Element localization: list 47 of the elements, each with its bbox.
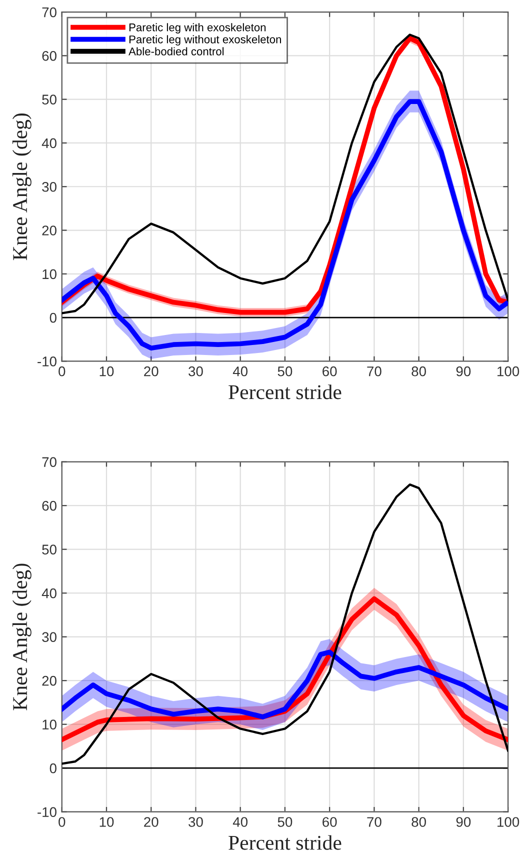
y-axis-title: Knee Angle (deg)	[12, 564, 32, 710]
y-tick-label: 60	[42, 500, 56, 511]
x-tick-label: 20	[144, 817, 158, 827]
x-tick-label: 40	[232, 817, 248, 827]
y-axis-title: Knee Angle (deg)	[12, 113, 32, 260]
y-tick-label: 10	[42, 720, 56, 730]
x-tick-label: 100	[498, 817, 520, 827]
x-tick-label: 0	[58, 817, 66, 827]
y-tick-label: 40	[42, 588, 56, 598]
legend-label: Paretic leg with exoskeleton	[129, 23, 266, 34]
y-tick-label: 40	[42, 138, 56, 148]
y-tick-label: 0	[50, 763, 56, 774]
y-tick-label: -10	[38, 356, 56, 366]
x-tick-label: 10	[100, 366, 114, 376]
x-tick-label: 80	[412, 817, 426, 827]
x-axis-title: Percent stride	[228, 384, 342, 400]
y-tick-label: 70	[42, 457, 56, 467]
y-tick-label: 30	[42, 632, 56, 642]
x-tick-label: 70	[367, 366, 382, 376]
y-tick-label: 30	[42, 182, 56, 192]
x-tick-label: 60	[322, 817, 337, 827]
y-tick-label: 20	[42, 676, 56, 686]
y-tick-label: 10	[42, 269, 56, 280]
y-tick-label: 50	[42, 94, 56, 104]
x-tick-label: 40	[232, 366, 248, 376]
x-tick-label: 90	[456, 366, 471, 376]
x-tick-label: 90	[456, 817, 471, 827]
x-tick-label: 30	[188, 366, 203, 376]
x-tick-label: 0	[58, 366, 66, 376]
x-tick-label: 80	[412, 366, 426, 376]
legend-label: Paretic leg without exoskeleton	[129, 35, 281, 46]
x-tick-label: 30	[188, 817, 203, 827]
y-tick-label: 60	[42, 51, 56, 61]
y-tick-label: -10	[38, 807, 56, 818]
x-tick-label: 60	[322, 366, 337, 376]
legend-label: Able-bodied control	[128, 47, 224, 56]
x-tick-label: 50	[278, 366, 292, 376]
x-tick-label: 10	[100, 817, 114, 827]
x-tick-label: 50	[278, 817, 292, 827]
x-axis-title: Percent stride	[228, 835, 342, 850]
y-tick-label: 70	[42, 7, 56, 18]
y-tick-label: 0	[50, 312, 56, 323]
y-tick-label: 20	[42, 226, 56, 236]
x-tick-label: 100	[498, 366, 520, 376]
x-tick-label: 20	[144, 366, 158, 376]
y-tick-label: 50	[42, 544, 56, 554]
x-tick-label: 70	[367, 817, 382, 827]
